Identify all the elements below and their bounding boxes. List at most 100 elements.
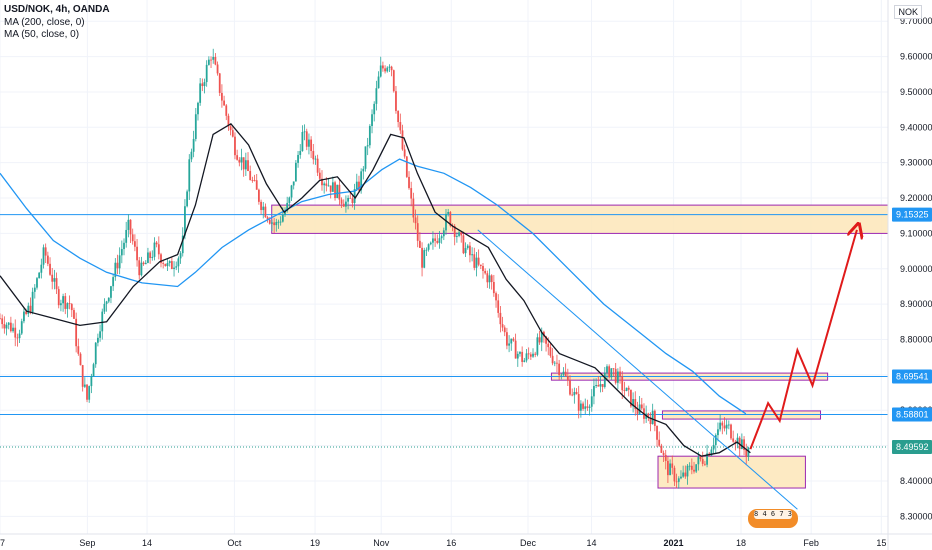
candle-body	[475, 257, 478, 268]
candle-body	[366, 145, 369, 147]
candle-body	[107, 297, 110, 302]
candle-body	[473, 254, 476, 268]
candle-body	[201, 83, 204, 87]
candle-body	[340, 199, 343, 204]
candle-body	[255, 180, 258, 190]
candle-body	[345, 201, 347, 207]
candle-body	[695, 464, 698, 472]
candle-body	[294, 162, 297, 182]
candle-body	[194, 114, 197, 139]
candle-body	[44, 247, 47, 256]
candle-body	[70, 304, 73, 311]
forecast-path	[749, 230, 857, 450]
candle-body	[610, 368, 613, 378]
candle-body	[382, 65, 384, 69]
candle-body	[329, 185, 332, 192]
candle-body	[416, 223, 419, 241]
candle-body	[514, 340, 517, 359]
candle-body	[464, 248, 467, 254]
candle-body	[375, 88, 378, 104]
currency-badge[interactable]: NOK	[894, 5, 922, 19]
candle-body	[273, 222, 276, 226]
candle-body	[703, 463, 706, 465]
candle-body	[68, 303, 71, 305]
candle-body	[438, 238, 441, 243]
candle-body	[466, 245, 469, 249]
candle-body	[492, 282, 495, 294]
candle-body	[18, 333, 21, 339]
price-label-box	[892, 407, 932, 422]
candle-body	[706, 453, 708, 465]
candle-body	[90, 376, 93, 387]
candle-body	[503, 327, 506, 333]
candle-body	[482, 265, 484, 271]
candle-body	[445, 213, 447, 231]
candle-body	[14, 327, 17, 338]
candle-body	[532, 353, 534, 357]
candle-body	[97, 337, 99, 343]
candle-body	[310, 139, 313, 152]
candle-body	[388, 66, 391, 68]
candle-body	[560, 374, 563, 376]
author-badge-text: 8 4 6 7 3	[754, 510, 792, 519]
candle-body	[658, 439, 661, 446]
candle-body	[588, 406, 591, 408]
candle-body	[249, 171, 252, 181]
candle-body	[77, 346, 80, 354]
candle-body	[414, 217, 417, 224]
candle-body	[231, 130, 234, 137]
candle-body	[120, 249, 123, 256]
candle-body	[590, 396, 593, 407]
candle-body	[651, 410, 654, 425]
candle-body	[207, 59, 210, 65]
candle-body	[83, 384, 86, 387]
candle-body	[288, 197, 291, 203]
candle-body	[432, 238, 434, 243]
candle-body	[336, 184, 339, 199]
candle-body	[210, 59, 212, 61]
candle-body	[712, 444, 715, 450]
candle-body	[338, 184, 341, 200]
candle-body	[429, 242, 432, 245]
candle-body	[745, 450, 748, 457]
candle-body	[662, 452, 665, 455]
candle-body	[312, 151, 315, 160]
candle-body	[677, 478, 680, 482]
candle-body	[20, 321, 23, 334]
candle-body	[184, 206, 186, 236]
candle-body	[408, 176, 410, 189]
candle-body	[721, 422, 724, 426]
candle-body	[479, 264, 482, 266]
candle-body	[133, 241, 136, 247]
candle-body	[671, 463, 674, 468]
candle-body	[190, 151, 193, 160]
candle-body	[147, 252, 149, 263]
candle-body	[619, 371, 621, 377]
candle-body	[9, 322, 12, 332]
candle-body	[523, 360, 526, 362]
candle-body	[321, 178, 323, 186]
candle-body	[669, 463, 671, 476]
candle-body	[562, 371, 565, 375]
candle-body	[234, 136, 236, 156]
candle-body	[740, 439, 743, 450]
candle-body	[484, 270, 487, 274]
ma200-legend: MA (200, close, 0)	[4, 16, 85, 28]
candle-body	[427, 244, 430, 250]
candle-body	[49, 263, 51, 275]
candle-body	[105, 301, 108, 304]
candle-body	[164, 263, 167, 267]
candle-body	[166, 263, 169, 267]
candle-body	[301, 131, 304, 152]
time-tick-label: 16	[446, 538, 456, 548]
candle-body	[519, 351, 521, 354]
candle-body	[27, 305, 30, 314]
price-tick-label: 9.40000	[900, 122, 932, 132]
candle-body	[614, 368, 617, 383]
candle-body	[638, 404, 641, 414]
candle-body	[314, 158, 317, 160]
price-tick-label: 9.10000	[900, 228, 932, 238]
candle-body	[353, 189, 356, 204]
candle-body	[40, 264, 43, 273]
